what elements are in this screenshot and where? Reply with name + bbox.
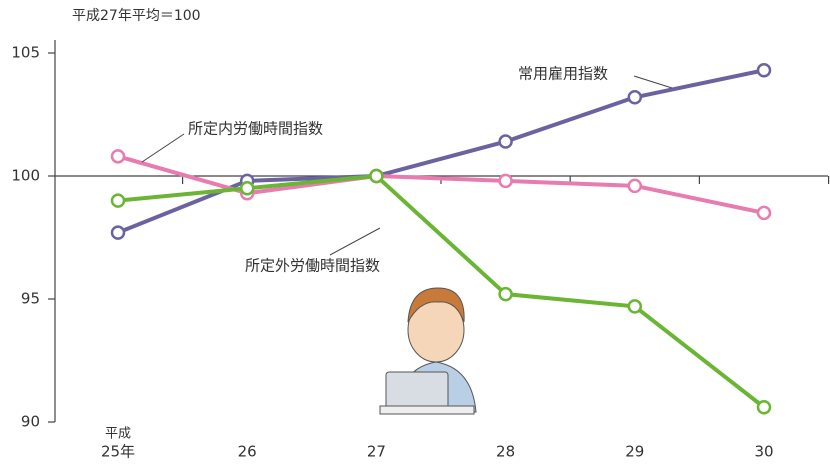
point: [110, 149, 126, 164]
point: [498, 286, 513, 302]
leader-line: [141, 133, 185, 163]
point: [756, 62, 772, 78]
y-tick-label: 100: [11, 167, 40, 185]
point: [498, 134, 513, 149]
y-tick-label: 105: [11, 44, 40, 62]
series-line: [117, 173, 766, 409]
y-tick-label: 90: [21, 413, 40, 431]
point: [756, 205, 772, 221]
x-tick-label: 28: [496, 443, 515, 461]
point: [627, 90, 643, 105]
person-illustration: [379, 287, 477, 415]
x-tick-label: 25年: [101, 443, 135, 461]
series-label: 常用雇用指数: [518, 65, 608, 83]
point: [498, 173, 513, 189]
leader-line: [633, 75, 673, 89]
x-era-label: 平成: [105, 427, 131, 442]
point: [756, 399, 772, 415]
point: [110, 225, 126, 240]
point: [110, 193, 126, 208]
series-label: 所定外労働時間指数: [245, 257, 380, 275]
series-line: [117, 154, 765, 215]
point: [627, 299, 643, 314]
x-tick-label: 30: [754, 443, 773, 461]
x-tick-label: 26: [238, 443, 257, 461]
point: [627, 178, 643, 194]
series-label: 所定内労働時間指数: [188, 120, 323, 138]
x-tick-label: 27: [367, 443, 386, 461]
chart-subtitle: 平成27年平均＝100: [72, 8, 201, 24]
x-tick-label: 29: [625, 443, 644, 461]
y-tick-label: 95: [21, 290, 40, 308]
leader-line: [329, 227, 381, 256]
point: [369, 168, 384, 184]
series-line: [117, 68, 765, 235]
point: [239, 181, 255, 196]
